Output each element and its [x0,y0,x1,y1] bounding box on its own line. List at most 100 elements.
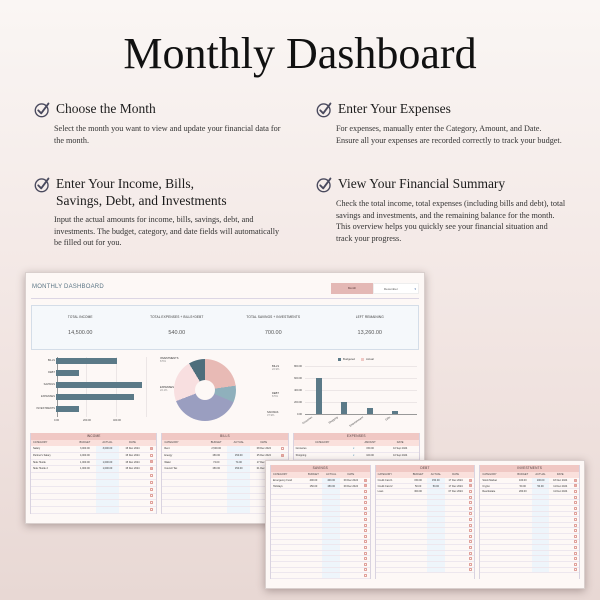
checkbox[interactable] [364,551,368,555]
checkbox[interactable] [573,490,577,494]
checkbox[interactable] [364,518,368,521]
checkbox[interactable] [468,512,472,516]
checkbox[interactable] [468,540,472,544]
table-row[interactable]: Real Estate 200.00 11 Dec 2024 [480,489,580,495]
checkbox[interactable] [468,484,472,488]
checkbox[interactable] [573,545,577,549]
checkbox[interactable] [468,534,472,538]
checkbox[interactable] [468,495,472,499]
checkbox[interactable] [364,523,368,527]
table-row[interactable] [162,493,288,501]
checkbox[interactable] [364,484,368,488]
table-row[interactable] [31,486,157,494]
checkbox[interactable] [468,545,472,549]
table-row[interactable] [31,507,157,514]
table-row[interactable] [162,479,288,487]
table-row[interactable]: Holidays 150.00 150.00 09 Dec 2024 [271,483,370,490]
checkbox[interactable] [149,453,153,457]
checkbox[interactable] [573,501,577,505]
table-row[interactable]: Groceries ▾ 150.00 10 Sep 2024 [293,446,419,453]
checkbox[interactable] [364,557,368,561]
table-row[interactable] [162,473,288,480]
table-row[interactable]: Side Hustle 1,000.00 1,000.00 15 Dec 2024 [31,459,157,467]
dropdown-arrow-icon[interactable]: ▾ [353,447,355,450]
step-choose-month: Choose the Month Select the month you wa… [34,100,284,146]
checkbox[interactable] [573,484,577,488]
checkbox[interactable] [573,506,577,510]
checkbox[interactable] [364,501,368,505]
checkbox[interactable] [149,480,153,484]
checkbox[interactable] [149,460,153,464]
table-row[interactable]: Stock Market 100.00 100.00 18 Dec 2024 [480,478,580,484]
checkbox[interactable] [573,512,577,516]
table-row[interactable]: Side Hustle 2 1,000.00 1,000.00 15 Dec 2024 [31,466,157,474]
table-row[interactable] [31,479,157,487]
checkbox[interactable] [468,501,472,505]
checkbox[interactable] [364,568,368,572]
checkbox[interactable] [149,501,153,505]
gridline [305,366,417,367]
checkbox[interactable] [281,446,285,450]
checkbox[interactable] [468,478,472,482]
bar-label: DEBT [48,371,55,374]
checkbox[interactable] [149,508,153,512]
checkbox[interactable] [468,523,472,527]
checkbox[interactable] [573,534,577,538]
checkbox[interactable] [573,523,577,527]
table-row[interactable]: Credit Card 1 150.00 150.00 17 Dec 2024 [375,478,475,484]
dropdown-arrow-icon[interactable]: ▾ [353,453,355,457]
checkbox[interactable] [149,446,153,450]
table-row[interactable] [162,500,288,508]
checkbox[interactable] [573,478,577,482]
table-row[interactable]: Partner's Salary 4,000.00 15 Dec 2024 [31,452,157,460]
checkbox[interactable] [281,453,285,457]
checkbox[interactable] [364,490,368,494]
checkbox[interactable] [364,540,368,544]
checkbox[interactable] [573,562,577,566]
checkbox[interactable] [468,562,472,566]
checkbox[interactable] [364,506,368,510]
table-row[interactable] [31,493,157,501]
kpi-label: TOTAL EXPENSES + BILLS+DEBT [150,315,204,319]
checkbox[interactable] [149,474,153,478]
table-row[interactable]: Energy 150.00 150.00 25 Dec 2024 [162,452,288,460]
table-row[interactable]: Shopping ▾ 100.00 10 Sep 2024 [293,453,419,460]
checkbox[interactable] [468,529,472,533]
checkbox[interactable] [573,557,577,561]
table-row[interactable] [162,507,288,514]
checkbox[interactable] [364,573,368,577]
checkbox[interactable] [573,495,577,499]
checkbox[interactable] [149,467,153,471]
table-row[interactable]: Rent 2,500.00 08 Dec 2024 [162,446,288,453]
checkbox[interactable] [364,495,368,499]
bar-expenses [56,394,134,400]
checkbox[interactable] [468,568,472,572]
checkbox[interactable] [149,487,153,491]
month-dropdown[interactable]: December ▾ [373,283,419,294]
table-row[interactable]: Loan 300.00 07 Dec 2024 [375,489,475,495]
checkbox[interactable] [364,512,368,516]
checkbox[interactable] [468,490,472,494]
checkbox[interactable] [364,545,368,549]
table-row[interactable]: Crypto 50.00 50.00 11 Dec 2024 [480,483,580,490]
checkbox[interactable] [364,562,368,566]
checkbox[interactable] [364,478,368,482]
checkbox[interactable] [573,568,577,572]
table-row[interactable] [31,500,157,508]
checkbox[interactable] [573,551,577,555]
checkbox[interactable] [149,494,153,498]
table-row[interactable]: Emergency Fund 400.00 400.00 09 Dec 2024 [271,478,370,484]
checkbox[interactable] [468,506,472,510]
table-row[interactable] [162,486,288,494]
table-row[interactable] [31,473,157,480]
table-row[interactable]: Credit Card 2 50.00 50.00 17 Dec 2024 [375,483,475,490]
checkbox[interactable] [468,557,472,561]
checkbox[interactable] [364,529,368,533]
checkbox[interactable] [468,518,472,521]
checkbox[interactable] [573,518,577,521]
checkbox[interactable] [573,529,577,533]
table-row[interactable]: Salary 3,000.00 3,000.00 15 Dec 2024 [31,446,157,453]
checkbox[interactable] [573,540,577,544]
checkbox[interactable] [364,534,368,538]
checkbox[interactable] [468,551,472,555]
